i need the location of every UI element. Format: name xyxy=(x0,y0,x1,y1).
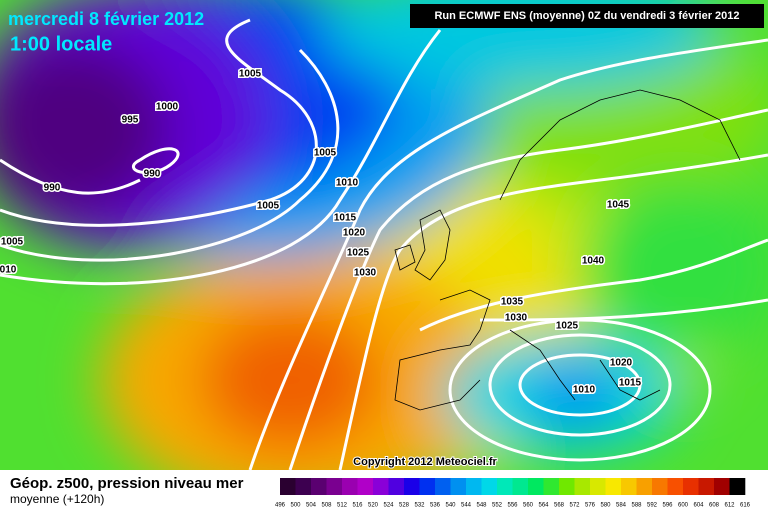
isobar-label: 995 xyxy=(122,115,139,126)
legend-swatch xyxy=(388,478,405,495)
legend-label: 572 xyxy=(569,503,580,509)
isobar-label: 1005 xyxy=(1,237,24,248)
legend-label: 496 xyxy=(275,503,286,509)
legend-label: 604 xyxy=(693,503,704,509)
isobar-label: 1015 xyxy=(334,213,357,224)
legend-swatch xyxy=(729,478,746,495)
legend-swatch xyxy=(326,478,343,495)
isobar-label: 1035 xyxy=(501,297,524,308)
isobar-label: 1005 xyxy=(239,69,262,80)
legend-label: 524 xyxy=(383,503,394,509)
legend-label: 608 xyxy=(709,503,720,509)
isobar-label: 1015 xyxy=(619,378,642,389)
legend-label: 612 xyxy=(724,503,735,509)
legend-swatch xyxy=(698,478,715,495)
legend-swatch xyxy=(559,478,575,495)
isobar-label: 1010 xyxy=(336,178,359,189)
isobar-label: 1045 xyxy=(607,200,630,211)
time: 1:00 locale xyxy=(10,33,112,55)
run-box xyxy=(410,4,764,28)
legend-label: 596 xyxy=(662,503,673,509)
legend-label: 588 xyxy=(631,503,642,509)
legend-swatch xyxy=(543,478,560,495)
legend-label: 540 xyxy=(445,503,456,509)
legend-swatch xyxy=(636,478,653,495)
legend-swatch xyxy=(419,478,436,495)
legend-swatch xyxy=(621,478,637,495)
legend-label: 564 xyxy=(538,503,549,509)
isobar-label: 1040 xyxy=(582,256,605,267)
legend-label: 532 xyxy=(414,503,425,509)
run-info: Run ECMWF ENS (moyenne) 0Z du vendredi 3… xyxy=(434,10,739,22)
legend-label: 512 xyxy=(337,503,348,509)
date: mercredi 8 février 2012 xyxy=(8,9,204,29)
legend-swatch xyxy=(342,478,358,495)
legend-swatch xyxy=(450,478,467,495)
isobar-label: 990 xyxy=(144,169,161,180)
legend-label: 616 xyxy=(740,503,751,509)
legend-label: 528 xyxy=(399,503,410,509)
isobar-label: 1010 xyxy=(573,385,596,396)
isobars xyxy=(0,18,768,470)
legend-swatch xyxy=(590,478,606,495)
legend-label: 552 xyxy=(492,503,503,509)
legend-label: 580 xyxy=(600,503,611,509)
legend-swatch xyxy=(295,478,312,495)
legend-label: 600 xyxy=(678,503,689,509)
legend-label: 568 xyxy=(554,503,565,509)
copyright: Copyright 2012 Meteociel.fr xyxy=(353,456,497,468)
legend-swatch xyxy=(652,478,668,495)
legend-swatch xyxy=(404,478,420,495)
isobar-label: 1005 xyxy=(257,201,280,212)
legend-label: 520 xyxy=(368,503,379,509)
legend-swatch xyxy=(435,478,451,495)
isobar-label: 1000 xyxy=(156,102,179,113)
legend-label: 548 xyxy=(476,503,487,509)
legend-swatch xyxy=(683,478,699,495)
footer-subtitle: moyenne (+120h) xyxy=(10,492,104,506)
legend-label: 584 xyxy=(616,503,627,509)
legend-label: 516 xyxy=(352,503,363,509)
legend-swatch xyxy=(373,478,389,495)
isobar-label: 990 xyxy=(44,183,61,194)
legend-label: 544 xyxy=(461,503,472,509)
legend-swatch xyxy=(357,478,374,495)
isobar-label: 1030 xyxy=(505,313,528,324)
legend-swatch xyxy=(481,478,498,495)
coastlines xyxy=(394,89,741,411)
legend-swatch xyxy=(605,478,622,495)
legend-label: 508 xyxy=(321,503,332,509)
isobar-label: 1020 xyxy=(343,228,366,239)
legend-swatch xyxy=(512,478,529,495)
isobar-label: 010 xyxy=(0,265,17,276)
isobar-label: 1030 xyxy=(354,268,377,279)
legend-swatch xyxy=(311,478,327,495)
legend-label: 592 xyxy=(647,503,658,509)
legend-swatch xyxy=(667,478,684,495)
isobar-label: 1025 xyxy=(556,321,579,332)
legend-label: 504 xyxy=(306,503,317,509)
legend-swatch xyxy=(280,478,296,495)
legend-swatch xyxy=(714,478,730,495)
legend-swatch xyxy=(528,478,544,495)
isobar-label: 1005 xyxy=(314,148,337,159)
legend-label: 560 xyxy=(523,503,534,509)
footer-title: Géop. z500, pression niveau mer xyxy=(10,475,244,492)
legend-label: 536 xyxy=(430,503,441,509)
legend-swatch xyxy=(497,478,513,495)
legend-label: 556 xyxy=(507,503,518,509)
isobar-label: 1020 xyxy=(610,358,633,369)
legend-label: 500 xyxy=(290,503,301,509)
legend-swatch xyxy=(466,478,482,495)
legend-swatch xyxy=(574,478,591,495)
isobar-label: 1025 xyxy=(347,248,370,259)
legend-label: 576 xyxy=(585,503,596,509)
